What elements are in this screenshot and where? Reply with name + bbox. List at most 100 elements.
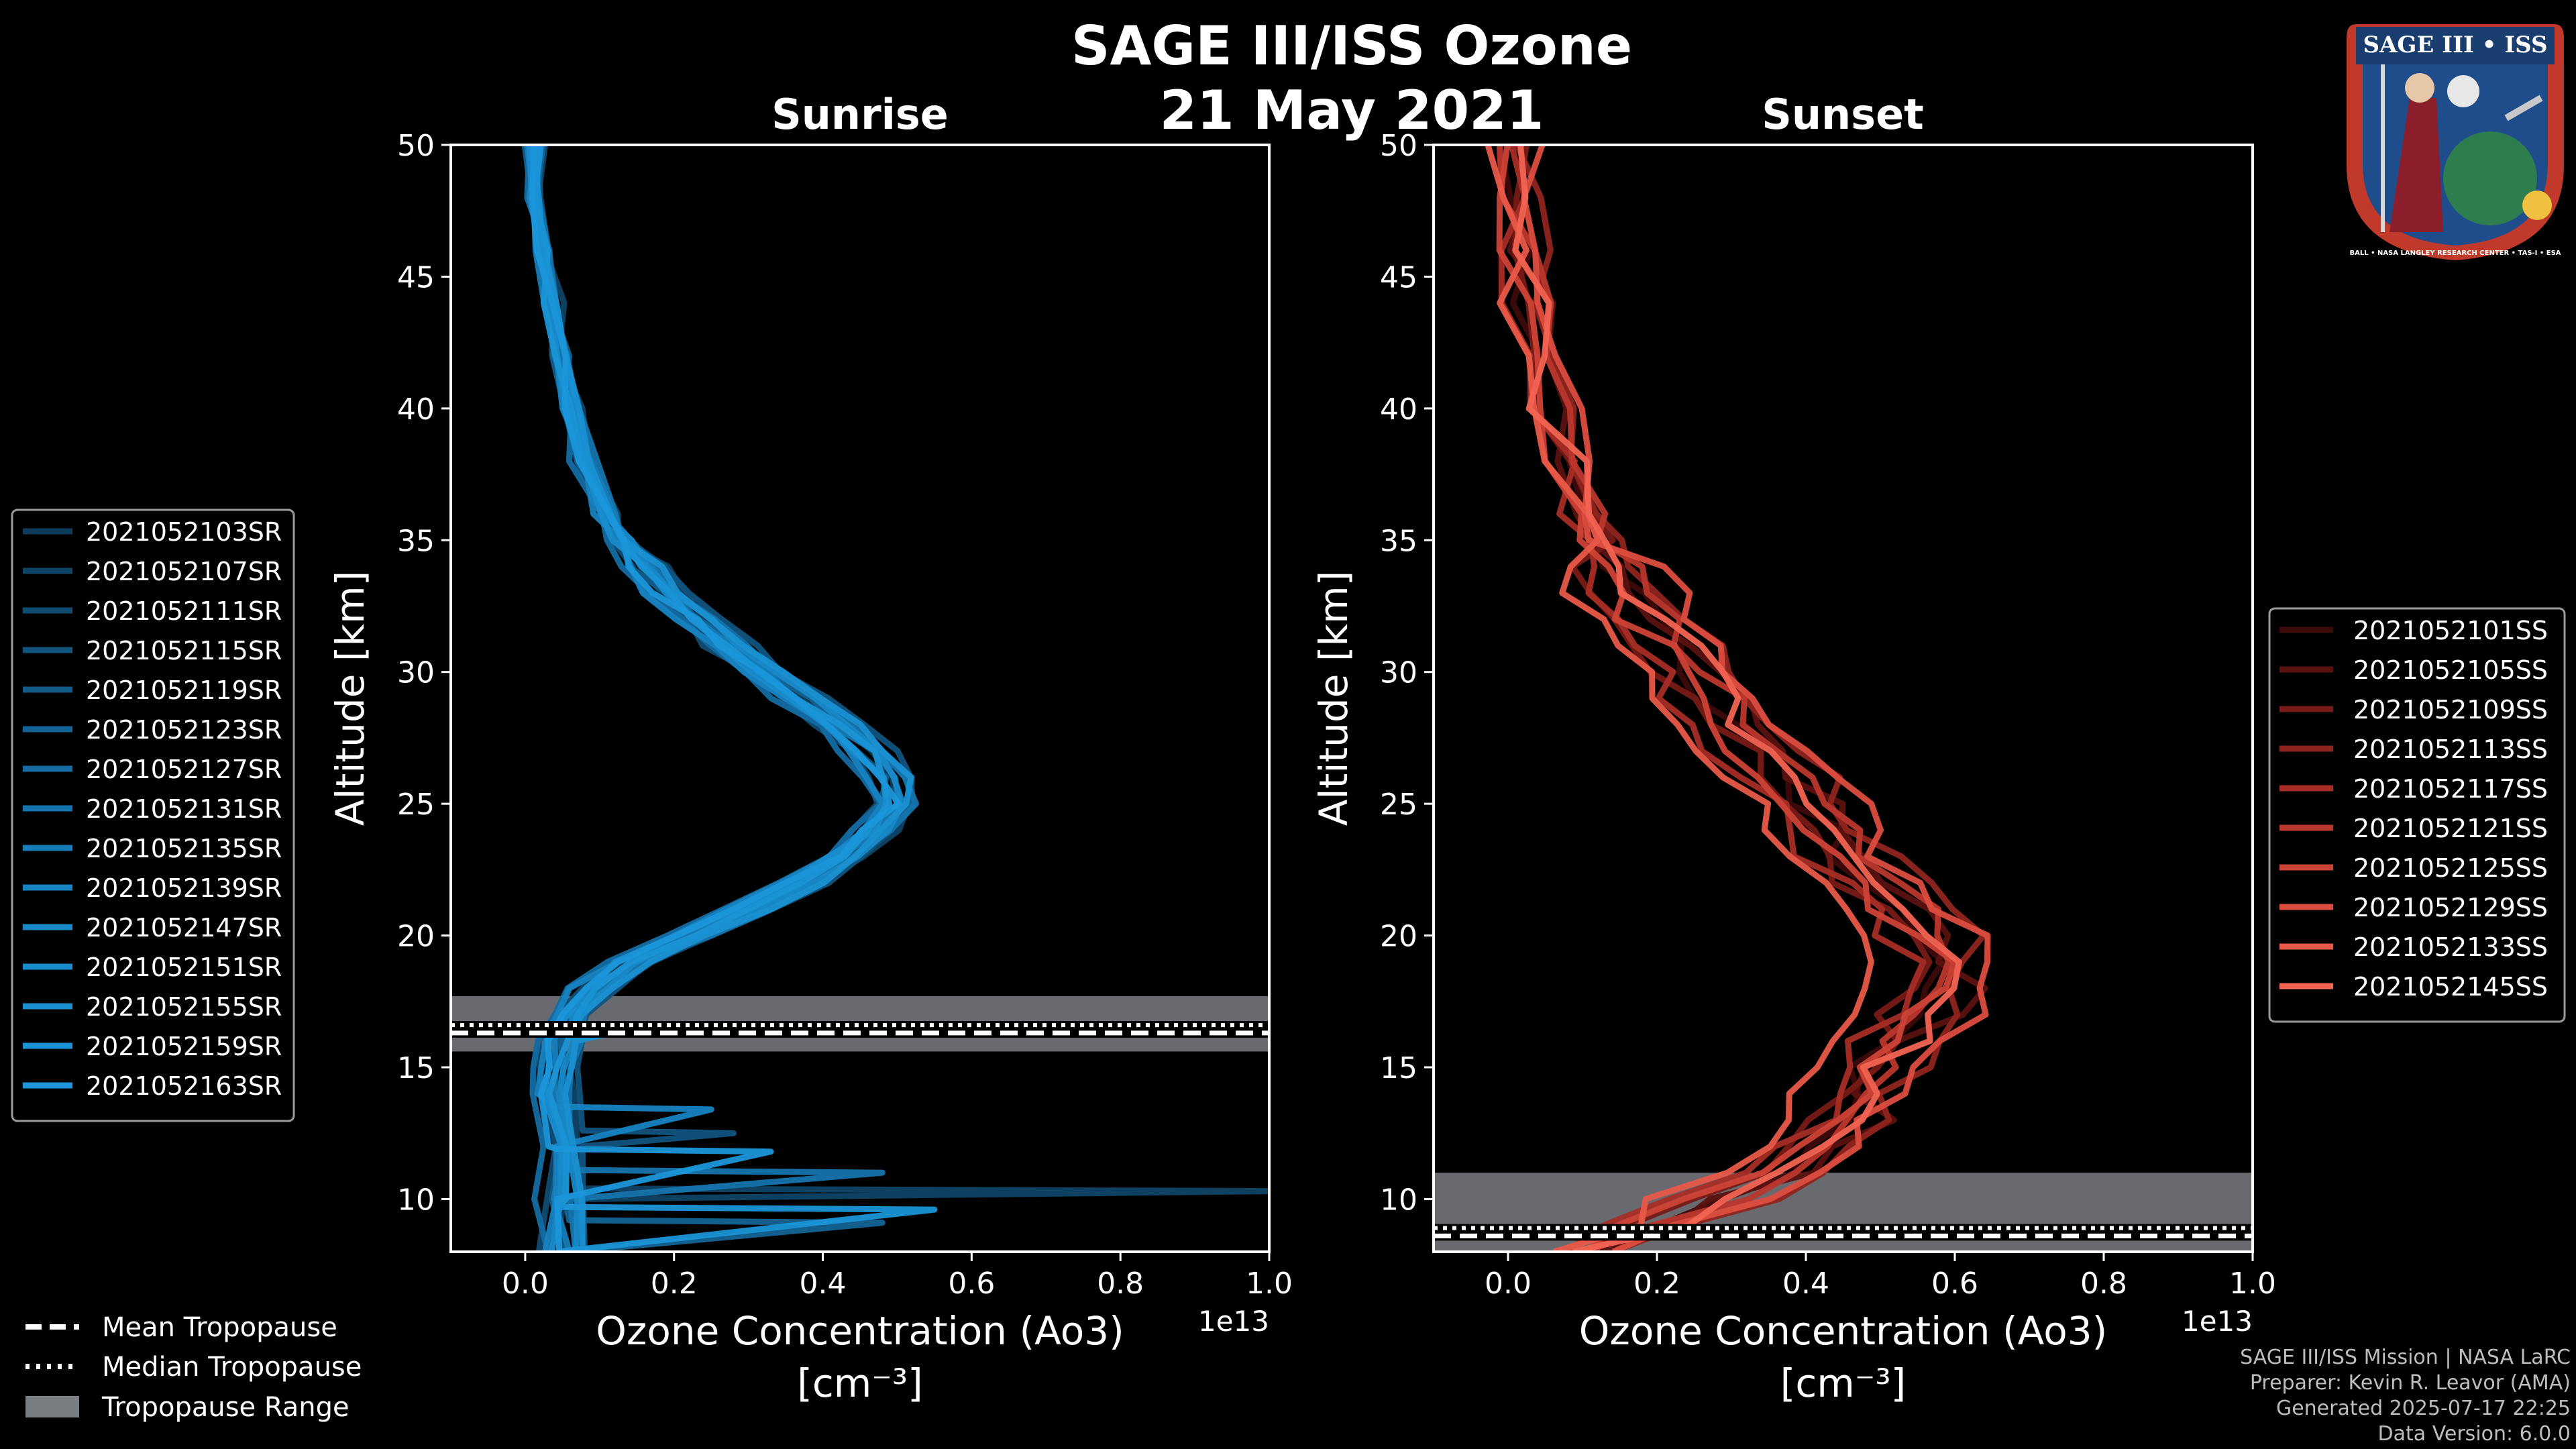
y-tick-label: 30 (397, 656, 435, 690)
panel-title: Sunrise (771, 90, 949, 139)
x-axis-label: Ozone Concentration (Ao3) (1579, 1308, 2108, 1354)
x-tick-label: 0.6 (948, 1267, 995, 1301)
legend-label: 2021052109SS (2353, 695, 2548, 724)
y-tick-label: 10 (397, 1183, 435, 1217)
legend-label: 2021052145SS (2353, 972, 2548, 1002)
y-tick-label: 35 (397, 524, 435, 558)
x-axis-unit: [cm⁻³] (797, 1360, 923, 1406)
series-line-2021052155SR (528, 145, 914, 1252)
series-line-2021052159SR (531, 145, 938, 1252)
y-axis-label: Altitude [km] (1311, 571, 1356, 826)
legend-label: 2021052127SR (86, 755, 282, 784)
legend-label: 2021052121SS (2353, 814, 2548, 843)
series-line-2021052135SR (524, 145, 902, 1252)
series-line-2021052133SS (1485, 145, 1874, 1252)
legend-box (11, 508, 295, 1122)
legend-label: 2021052107SR (86, 557, 282, 586)
series-line-2021052123SR (533, 145, 916, 1252)
badge-ring-text: BALL • NASA LANGLEY RESEARCH CENTER • TA… (2349, 250, 2561, 257)
legend-label: 2021052159SR (86, 1032, 282, 1061)
series-line-2021052145SS (1512, 145, 1962, 1252)
legend-label: 2021052123SR (86, 715, 282, 745)
legend-label: 2021052129SS (2353, 893, 2548, 922)
credit-version: Data Version: 6.0.0 (2377, 1422, 2571, 1446)
legend-box (2268, 607, 2566, 1023)
legend-sunrise: 2021052103SR 2021052107SR 2021052111SR 2021… (11, 508, 295, 1122)
y-tick-label: 25 (397, 788, 435, 822)
y-tick-label: 40 (397, 392, 435, 427)
legend-label: 2021052133SS (2353, 932, 2548, 962)
y-tick-label: 10 (1380, 1183, 1417, 1217)
x-axis-unit: [cm⁻³] (1780, 1360, 1907, 1406)
series-line-2021052115SR (535, 145, 916, 1252)
series-line-2021052125SS (1496, 145, 1958, 1252)
x-tick-label: 0.4 (1782, 1267, 1829, 1301)
series-line-2021052103SR (523, 145, 900, 1252)
x-tick-label: 0.4 (800, 1267, 847, 1301)
x-tick-label: 0.8 (1097, 1267, 1144, 1301)
figure-title-line2: 21 May 2021 (1159, 79, 1544, 142)
x-axis-label: Ozone Concentration (Ao3) (596, 1308, 1124, 1354)
x-tick-label: 0.0 (1485, 1267, 1532, 1301)
chart-panel-sunset: 10 15 20 25 30 35 40 45 50 0.0 0.2 0.4 0.6 0.8 1.0 1e13… (1311, 90, 2276, 1406)
series-line-2021052163SR (529, 145, 902, 1252)
credit-generated: Generated 2025-07-17 22:25 (2275, 1397, 2571, 1420)
tropopause-legend: Mean Tropopause Median Tropopause Tropopau… (25, 1312, 362, 1423)
series-group (521, 145, 1269, 1252)
legend-label: 2021052111SR (86, 596, 282, 626)
legend-label: 2021052101SS (2353, 616, 2548, 645)
axes-frame (449, 144, 1271, 1253)
x-tick-label: 0.6 (1931, 1267, 1978, 1301)
x-scale-label: 1e13 (2182, 1305, 2253, 1338)
axes-frame (1432, 144, 2254, 1253)
y-tick-label: 50 (1380, 129, 1417, 163)
series-line-2021052131SR (533, 145, 919, 1252)
legend-mean-label: Mean Tropopause (102, 1312, 337, 1343)
legend-label: 2021052135SR (86, 834, 282, 863)
legend-label: 2021052125SS (2353, 853, 2548, 883)
badge-top-text: SAGE III • ISS (2363, 32, 2547, 58)
legend-sunset: 2021052101SS 2021052105SS 2021052109SS 2021… (2268, 607, 2566, 1023)
legend-label: 2021052131SR (86, 794, 282, 824)
y-tick-label: 45 (397, 260, 435, 294)
sage-iss-badge: SAGE III • ISS BALL • NASA LANGLEY RESEA… (2343, 11, 2568, 264)
x-tick-label: 1.0 (2229, 1267, 2276, 1301)
x-tick-label: 1.0 (1246, 1267, 1293, 1301)
chart-panel-sunrise: 10 15 20 25 30 35 40 45 50 0.0 0.2 0.4 0.6 0.8 1.0 1e13… (327, 90, 1293, 1406)
badge-earth (2443, 131, 2537, 225)
legend-median-label: Median Tropopause (102, 1352, 362, 1383)
legend-label: 2021052119SR (86, 676, 282, 705)
series-group (1485, 145, 1991, 1252)
x-tick-label: 0.8 (2080, 1267, 2127, 1301)
y-tick-label: 50 (397, 129, 435, 163)
series-line-2021052121SS (1496, 145, 1952, 1252)
series-line-2021052117SS (1498, 145, 1927, 1252)
y-tick-label: 15 (1380, 1051, 1417, 1085)
credits: SAGE III/ISS Mission | NASA LaRC Prepare… (2240, 1345, 2571, 1447)
legend-label: 2021052117SS (2353, 774, 2548, 804)
legend-range-swatch (25, 1396, 79, 1417)
y-tick-label: 45 (1380, 260, 1417, 294)
y-axis-label: Altitude [km] (327, 571, 373, 826)
y-tick-label: 40 (1380, 392, 1417, 427)
x-tick-label: 0.2 (1633, 1267, 1680, 1301)
credit-preparer: Preparer: Kevin R. Leavor (AMA) (2249, 1371, 2571, 1395)
x-tick-label: 0.2 (651, 1267, 698, 1301)
legend-label: 2021052139SR (86, 873, 282, 903)
legend-label: 2021052163SR (86, 1071, 282, 1101)
y-tick-label: 25 (1380, 788, 1417, 822)
legend-label: 2021052113SS (2353, 735, 2548, 764)
y-tick-label: 30 (1380, 656, 1417, 690)
legend-label: 2021052115SR (86, 636, 282, 665)
x-scale-label: 1e13 (1198, 1305, 1269, 1338)
panel-title: Sunset (1762, 90, 1924, 139)
y-tick-label: 20 (397, 920, 435, 954)
legend-label: 2021052103SR (86, 517, 282, 547)
figure-title-line1: SAGE III/ISS Ozone (1071, 15, 1633, 77)
legend-label: 2021052105SS (2353, 655, 2548, 685)
legend-range-label: Tropopause Range (101, 1392, 350, 1423)
series-line-2021052129SS (1521, 145, 1991, 1252)
credit-mission: SAGE III/ISS Mission | NASA LaRC (2240, 1346, 2571, 1369)
x-tick-label: 0.0 (502, 1267, 549, 1301)
